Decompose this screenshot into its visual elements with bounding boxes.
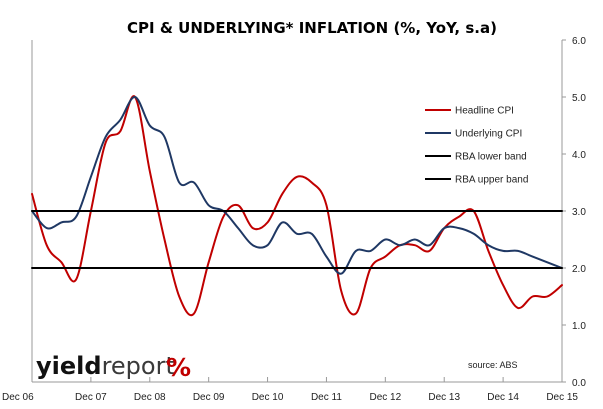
y-tick-label: 1.0 [572, 321, 586, 332]
x-tick-label: Dec 09 [193, 392, 225, 403]
legend-label-underlying-cpi: Underlying CPI [455, 129, 522, 140]
yieldreport-logo: yieldreport % [36, 352, 191, 382]
axes: 0.0 1.0 2.0 3.0 4.0 5.0 6.0 Dec 06 Dec 07 Dec 08 D… [2, 36, 586, 403]
logo-percent-symbol: % [166, 353, 191, 382]
x-tick-label: Dec 14 [487, 392, 519, 403]
chart-title: CPI & UNDERLYING* INFLATION (%, YoY, s.a… [127, 19, 497, 37]
source-annotation: source: ABS [468, 360, 518, 370]
x-tick-label: Dec 13 [428, 392, 460, 403]
x-tick-label: Dec 10 [252, 392, 284, 403]
y-tick-label: 2.0 [572, 264, 586, 275]
x-tick-label: Dec 15 [546, 392, 578, 403]
legend: Headline CPI Underlying CPI RBA lower band… [425, 106, 528, 186]
legend-label-headline-cpi: Headline CPI [455, 106, 514, 117]
logo-word-report: report [102, 352, 175, 380]
x-tick-label: Dec 06 [2, 392, 34, 403]
x-tick-label: Dec 07 [75, 392, 107, 403]
y-tick-label: 4.0 [572, 150, 586, 161]
series-line-underlying-cpi [31, 96, 563, 275]
series-lines [31, 95, 563, 317]
x-tick-label: Dec 12 [369, 392, 401, 403]
legend-label-rba-upper-band: RBA upper band [455, 175, 528, 186]
y-tick-label: 0.0 [572, 378, 586, 389]
y-tick-label: 3.0 [572, 207, 586, 218]
y-tick-label: 6.0 [572, 36, 586, 47]
x-tick-label: Dec 11 [311, 392, 342, 403]
y-tick-label: 5.0 [572, 93, 586, 104]
legend-label-rba-lower-band: RBA lower band [455, 152, 527, 163]
x-tick-label: Dec 08 [134, 392, 166, 403]
logo-word-yield: yield [36, 352, 102, 380]
svg-text:yieldreport: yieldreport [36, 352, 175, 380]
